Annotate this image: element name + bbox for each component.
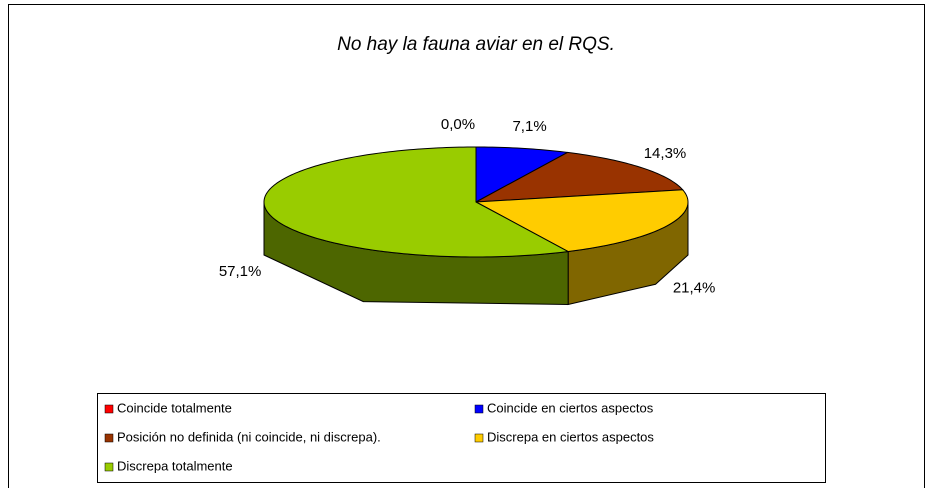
legend-label: Discrepa totalmente <box>117 458 233 473</box>
legend-swatch <box>474 433 484 443</box>
data-label: 57,1% <box>219 263 262 280</box>
legend-label: Coincide totalmente <box>117 400 232 415</box>
data-label: 14,3% <box>644 145 687 162</box>
legend-label: Posición no definida (ni coincide, ni di… <box>117 429 381 444</box>
legend-label: Discrepa en ciertos aspectos <box>487 429 654 444</box>
legend-swatch <box>104 433 114 443</box>
legend-swatch <box>104 462 114 472</box>
legend-swatch <box>474 404 484 414</box>
pie-slice <box>475 146 570 203</box>
pie-slice <box>474 189 689 253</box>
chart-title: No hay la fauna aviar en el RQS. <box>337 34 615 55</box>
legend-label: Coincide en ciertos aspectos <box>487 400 654 415</box>
legend-box <box>97 393 826 483</box>
data-label: 21,4% <box>673 279 716 296</box>
pie-slice <box>263 146 570 258</box>
data-label: 0,0% <box>441 116 475 133</box>
pie-slice <box>475 151 684 203</box>
data-label: 7,1% <box>512 118 546 135</box>
legend-swatch <box>104 404 114 414</box>
